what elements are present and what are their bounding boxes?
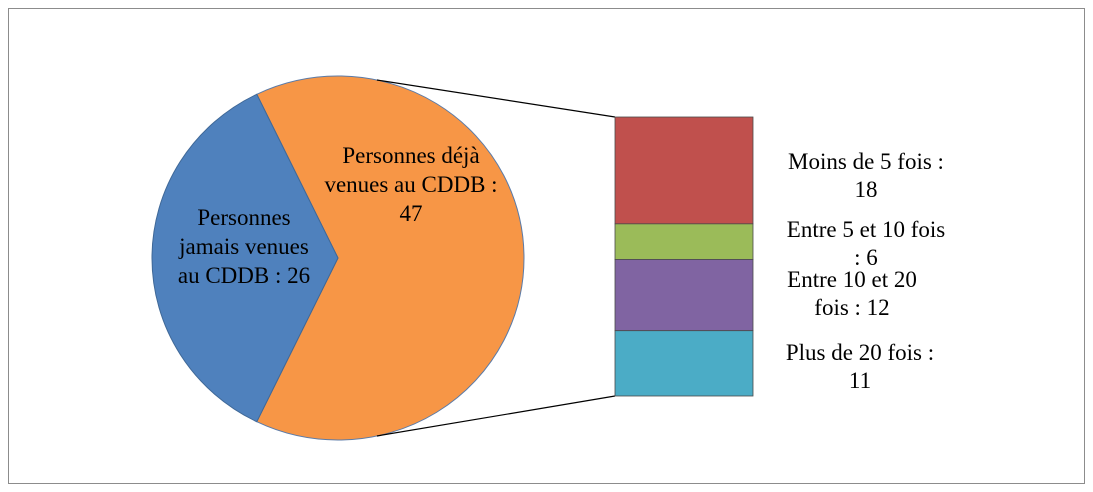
bar-segment-1 (614, 116, 754, 225)
connector-top (376, 79, 616, 118)
label-jamais-venues-line: jamais venues (178, 234, 309, 259)
pie-slice-deja-venues (256, 75, 525, 441)
label-deja-venues-line: venues au CDDB : (324, 172, 497, 197)
segment-label-4-line: Plus de 20 fois : (786, 340, 934, 365)
segment-label-4-line: 11 (849, 368, 871, 393)
segment-label-4: Plus de 20 fois : 11 (786, 340, 934, 393)
connector-lines (376, 79, 616, 437)
segment-label-3-line: fois : 12 (814, 295, 889, 320)
label-deja-venues-line: Personnes déjà (342, 143, 479, 168)
pie (151, 75, 525, 441)
bar-segment-4 (614, 330, 754, 397)
label-deja-venues-line: 47 (400, 201, 423, 226)
segment-label-1-line: Moins de 5 fois : (788, 149, 944, 174)
label-jamais-venues: Personnes jamais venues au CDDB : 26 (178, 205, 310, 288)
pie-slice-jamais-venues (151, 93, 339, 423)
segment-label-3: Entre 10 et 20 fois : 12 (787, 267, 917, 320)
labels: Personnes jamais venues au CDDB : 26Person… (178, 143, 945, 393)
connector-bottom (376, 395, 616, 437)
segment-label-3-line: Entre 10 et 20 (787, 267, 917, 292)
bar-segment-2 (614, 223, 754, 260)
label-jamais-venues-line: Personnes (197, 205, 290, 230)
segment-label-1: Moins de 5 fois : 18 (788, 149, 944, 202)
segment-label-1-line: 18 (855, 177, 878, 202)
segment-label-2-line: Entre 5 et 10 fois (787, 217, 945, 242)
label-jamais-venues-line: au CDDB : 26 (178, 263, 310, 288)
breakdown-bar (614, 116, 754, 397)
segment-label-2: Entre 5 et 10 fois : 6 (787, 217, 945, 270)
bar-segment-3 (614, 259, 754, 332)
label-deja-venues: Personnes déjà venues au CDDB : 47 (324, 143, 497, 226)
segment-label-2-line: : 6 (854, 245, 878, 270)
